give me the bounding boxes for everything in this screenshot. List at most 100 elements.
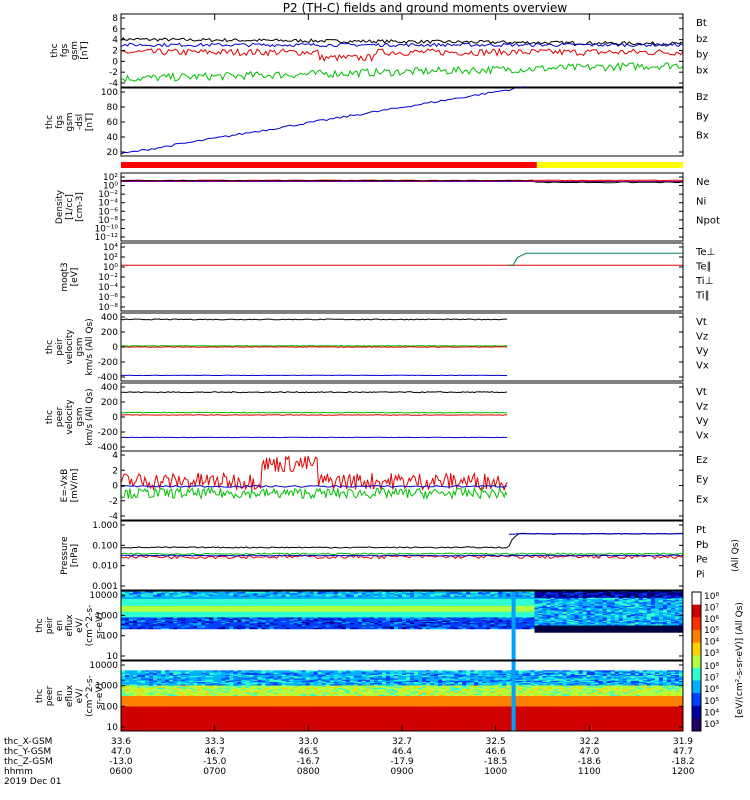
heatmap-cell [301,624,306,626]
heatmap-cell [410,626,415,629]
heatmap-cell [369,603,375,606]
heatmap-cell [422,611,427,614]
heatmap-cell [402,604,407,607]
heatmap-cell [289,609,294,611]
heatmap-cell [281,609,286,611]
heatmap-cell [289,602,294,604]
heatmap-cell [602,620,608,623]
heatmap-cell [165,607,170,609]
heatmap-cell [225,614,230,616]
heatmap-cell [630,619,636,622]
heatmap-cell [121,618,126,621]
heatmap-cell [381,612,387,615]
heatmap-cell [321,596,327,599]
heatmap-cell [662,615,668,617]
heatmap-cell [538,602,543,604]
heatmap-cell [626,618,632,621]
heatmap-cell [357,609,363,611]
heatmap-cell [181,601,186,603]
heatmap-cell [237,622,242,624]
heatmap-cell [181,614,186,616]
heatmap-cell [554,602,559,604]
heatmap-cell [422,614,427,616]
heatmap-cell [678,620,684,623]
heatmap-cell [313,624,318,626]
heatmap-cell [349,612,355,615]
heatmap-cell [181,591,186,593]
heatmap-cell [578,591,583,593]
heatmap-cell [474,595,479,598]
heatmap-cell [622,622,628,624]
heatmap-cell [410,609,415,611]
heatmap-cell [169,604,174,607]
heatmap-cell [345,610,351,612]
heatmap-cell [478,624,483,626]
y-label-line: en [55,620,65,631]
heatmap-cell [349,595,355,598]
right-label: (All Qs) [731,539,741,572]
heatmap-cell [666,600,672,602]
heatmap-cell [317,614,323,616]
heatmap-cell [422,602,427,604]
heatmap-cell [430,616,435,618]
heatmap-cell [646,628,652,631]
heatmap-cell [666,594,672,596]
heatmap-cell [221,607,226,609]
heatmap-cell [245,627,250,630]
heatmap-cell [177,623,182,625]
heatmap-cell [434,596,439,599]
heatmap-cell [169,596,174,599]
heatmap-cell [442,599,447,601]
heatmap-cell [442,619,447,622]
heatmap-cell [438,611,443,614]
heatmap-cell [321,603,327,606]
heatmap-cell [498,618,503,621]
heatmap-cell [546,605,551,608]
heatmap-cell [462,605,467,608]
heatmap-cell [269,617,274,619]
heatmap-cell [614,602,620,604]
heatmap-cell [289,599,294,601]
heatmap-cell [201,614,206,616]
heatmap-cell [161,607,166,609]
heatmap-cell [205,618,210,621]
heatmap-cell [414,612,419,615]
heatmap-cell [221,600,226,602]
heatmap-cell [634,592,640,594]
heatmap-cell [430,599,435,601]
heatmap-cell [670,619,676,622]
heatmap-cell [614,599,620,601]
heatmap-cell [502,623,507,625]
heatmap-cell [610,610,616,612]
heatmap-cell [297,624,302,626]
heatmap-cell [189,625,194,627]
heatmap-cell [385,622,391,624]
heatmap-cell [466,609,471,611]
heatmap-cell [654,597,660,600]
heatmap-cell [594,608,599,610]
heatmap-cell [606,624,612,626]
heatmap-cell [590,618,595,621]
heatmap-cell [654,605,660,608]
heatmap-cell [229,603,234,606]
heatmap-cell [221,593,226,595]
heatmap-cell [233,607,238,609]
heatmap-cell [321,618,327,621]
heatmap-cell [614,609,620,611]
heatmap-cell [550,592,555,594]
heatmap-cell [642,591,648,593]
heatmap-cell [658,619,664,622]
heatmap-cell [181,619,186,622]
heatmap-cell [373,615,379,617]
heatmap-cell [498,603,503,606]
heatmap-cell [169,600,174,602]
heatmap-cell [534,602,539,604]
heatmap-cell [614,605,620,608]
heatmap-cell [422,617,427,619]
heatmap-cell [213,625,218,627]
heatmap-cell [249,625,254,627]
heatmap-cell [345,597,351,600]
heatmap-cell [281,615,286,617]
heatmap-cell [598,623,604,625]
heatmap-cell [197,627,202,630]
